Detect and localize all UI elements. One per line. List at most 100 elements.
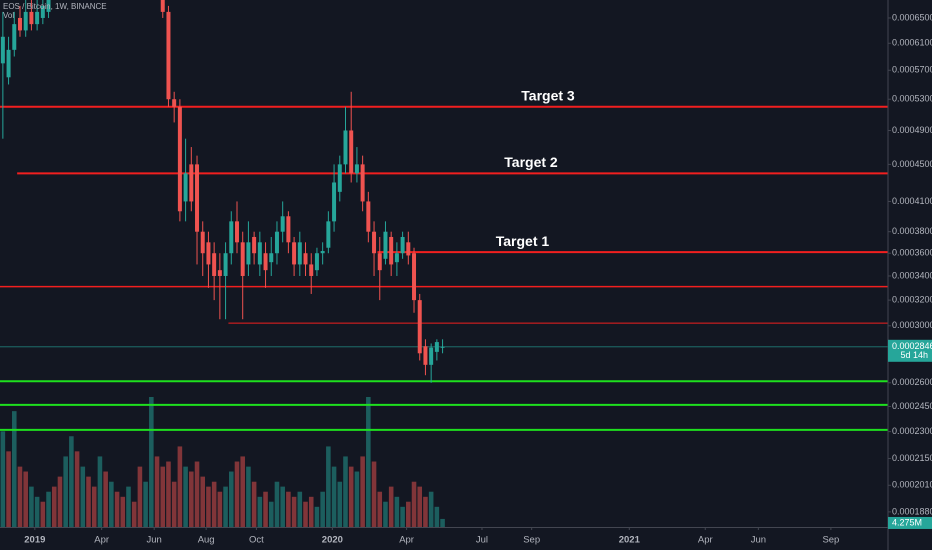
y-tick-label: 0.0002010 [892, 480, 932, 490]
candle-body [303, 253, 308, 265]
volume-bar [126, 486, 131, 527]
target-label: Target 1 [496, 233, 550, 249]
volume-bar [63, 456, 68, 527]
volume-bar [263, 491, 268, 527]
candle-body [429, 347, 434, 365]
volume-bar [46, 491, 51, 527]
candle-body [17, 17, 22, 31]
volume-bar [200, 476, 206, 527]
candle-body [240, 242, 245, 276]
candle-body [383, 231, 388, 259]
volume-bar [337, 481, 343, 527]
volume-bar [23, 471, 28, 527]
volume-bar [183, 466, 188, 527]
volume-bar [74, 451, 80, 527]
y-tick-label: 0.0004900 [892, 125, 932, 135]
candle-body [269, 253, 274, 263]
candle-body [297, 242, 302, 265]
volume-bar [360, 456, 365, 527]
volume-bar [34, 496, 40, 527]
volume-bar [417, 486, 423, 527]
x-tick-label: 2021 [619, 535, 641, 546]
y-tick-label: 0.0001880 [892, 506, 932, 516]
volume-bar [314, 506, 320, 527]
volume-bar [280, 486, 285, 527]
volume-bar [97, 456, 103, 527]
volume-bar [240, 456, 245, 527]
candle-body [286, 216, 291, 243]
candle-body [252, 236, 257, 254]
volume-bar [274, 481, 280, 527]
volume-bar [291, 496, 297, 527]
candle-body [12, 24, 17, 50]
volume-label: 4.275M [892, 517, 922, 527]
volume-bar [114, 491, 120, 527]
candle-body [366, 201, 371, 232]
candle-body [326, 221, 331, 248]
candle-body [400, 236, 405, 254]
x-tick-label: 2020 [322, 535, 343, 546]
candle-body [440, 346, 445, 348]
candle-body [206, 242, 211, 265]
candle-body [292, 242, 297, 265]
x-tick-label: Jun [147, 535, 162, 546]
volume-bar [194, 461, 200, 527]
volume-bar [86, 476, 91, 527]
y-tick-label: 0.0002300 [892, 426, 932, 436]
volume-bar [11, 411, 17, 527]
volume-bar [366, 397, 371, 527]
volume-bar [69, 436, 74, 527]
y-tick-label: 0.0003200 [892, 294, 932, 304]
candle-body [183, 173, 188, 202]
candle-body [349, 130, 354, 174]
volume-bar [160, 466, 166, 527]
x-tick-label: Oct [249, 535, 264, 546]
pane [0, 0, 888, 527]
volume-bar [51, 486, 57, 527]
y-tick-label: 0.0003400 [892, 270, 932, 280]
volume-bar [91, 486, 97, 527]
x-tick-label: Apr [399, 535, 414, 546]
volume-bar [217, 491, 223, 527]
last-price-label: 0.0002846 [892, 341, 932, 351]
volume-bar [388, 486, 394, 527]
volume-bar [308, 496, 314, 527]
target-label: Target 2 [504, 154, 558, 170]
volume-bar [297, 491, 303, 527]
candle-body [29, 11, 34, 25]
volume-bar [440, 518, 445, 527]
candle-body [40, 5, 45, 18]
volume-bar [228, 471, 234, 527]
volume-bar [6, 451, 11, 527]
candle-body [166, 11, 171, 100]
candle-body [314, 253, 319, 271]
candle-body [257, 242, 262, 265]
candle-body [320, 251, 325, 254]
volume-bar [120, 496, 126, 527]
y-tick-label: 0.0004500 [892, 159, 932, 169]
x-tick-label: Sep [523, 535, 540, 546]
candle-body [217, 270, 222, 276]
candle-body [212, 253, 217, 276]
volume-label-box [888, 516, 932, 529]
countdown-label: 5d 14h [900, 350, 928, 360]
x-tick-label: Jul [476, 535, 488, 546]
volume-bar [29, 486, 34, 527]
candle-body [417, 300, 422, 354]
candle-body [434, 342, 439, 352]
volume-bar [343, 456, 348, 527]
volume-bar [394, 496, 400, 527]
volume-bar [377, 491, 383, 527]
volume-bar [257, 496, 263, 527]
x-tick-label: Apr [698, 535, 713, 546]
volume-bar [206, 486, 211, 527]
last-price-box [888, 339, 932, 362]
candle-body [35, 11, 40, 25]
candle-body [172, 99, 177, 107]
price-axis [888, 0, 932, 550]
candle-body [263, 253, 268, 271]
candle-body [46, 0, 51, 12]
volume-bar [40, 501, 46, 527]
candle-body [343, 130, 348, 165]
